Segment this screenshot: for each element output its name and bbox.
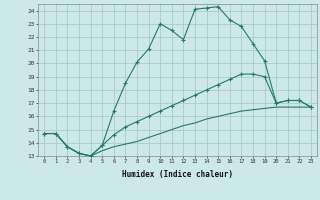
X-axis label: Humidex (Indice chaleur): Humidex (Indice chaleur) xyxy=(122,170,233,179)
